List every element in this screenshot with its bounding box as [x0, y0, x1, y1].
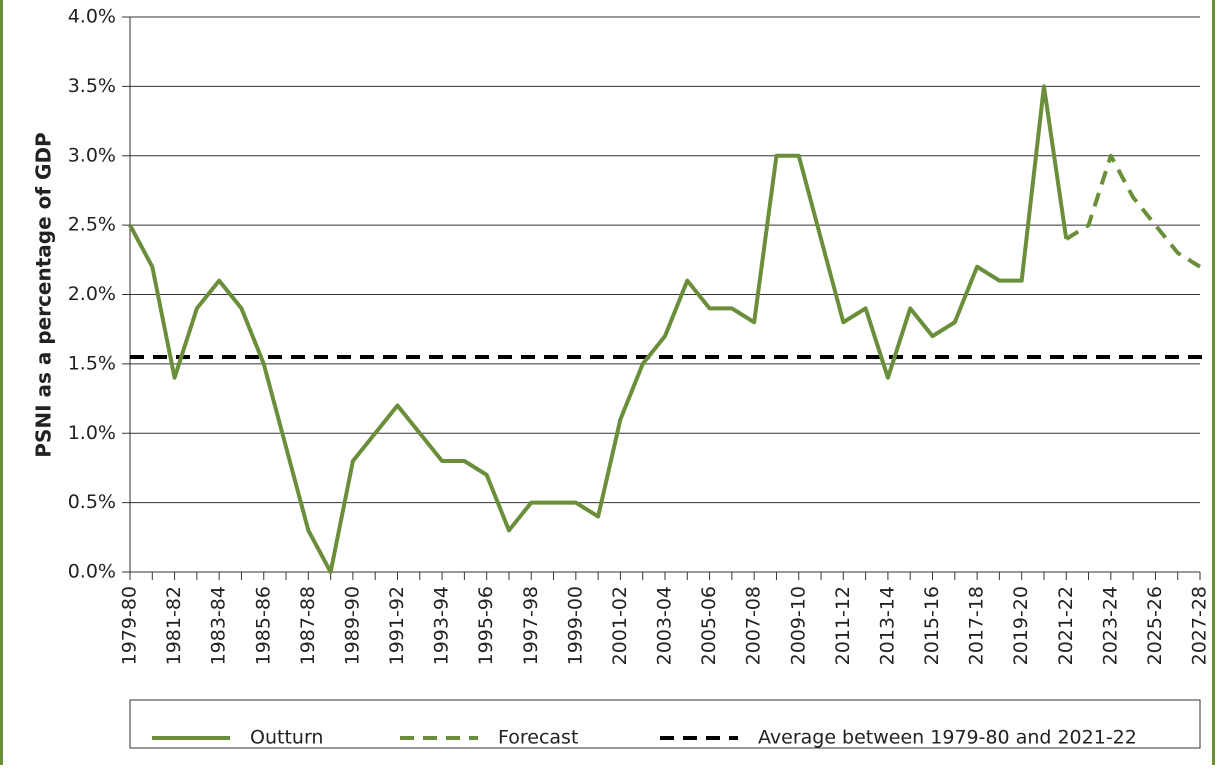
x-tick-label: 2005-06 — [698, 586, 720, 665]
x-tick-label: 2011-12 — [832, 586, 854, 665]
x-tick-label: 2019-20 — [1010, 586, 1032, 665]
y-tick-label: 3.0% — [68, 144, 116, 166]
y-tick-label: 0.0% — [68, 561, 116, 583]
y-tick-label: 2.5% — [68, 214, 116, 236]
x-tick-label: 1995-96 — [475, 586, 497, 665]
y-tick-label: 1.0% — [68, 422, 116, 444]
series-line — [1065, 153, 1202, 269]
x-tick-label: 2025-26 — [1144, 586, 1166, 665]
y-axis-title: PSNI as a percentage of GDP — [32, 132, 56, 457]
x-tick-label: 2007-08 — [743, 586, 765, 665]
y-tick-label: 2.0% — [68, 283, 116, 305]
x-tick-label: 1993-94 — [431, 586, 453, 665]
y-tick-label: 4.0% — [68, 6, 116, 28]
x-tick-label: 1981-82 — [163, 586, 185, 665]
x-tick-label: 2023-24 — [1099, 586, 1121, 665]
x-tick-label: 1989-90 — [341, 586, 363, 665]
x-tick-label: 1987-88 — [297, 586, 319, 665]
x-tick-label: 1985-86 — [252, 586, 274, 665]
x-tick-label: 2009-10 — [787, 586, 809, 665]
x-tick-label: 1997-98 — [520, 586, 542, 665]
x-tick-label: 1991-92 — [386, 586, 408, 665]
legend-box — [129, 699, 1201, 749]
legend-label: Forecast — [498, 727, 578, 749]
x-tick-label: 2013-14 — [876, 586, 898, 665]
x-tick-label: 2021-22 — [1055, 586, 1077, 665]
x-tick-label: 2015-16 — [921, 586, 943, 665]
legend-label: Outturn — [250, 727, 323, 749]
x-tick-label: 1983-84 — [208, 586, 230, 665]
series-line — [128, 84, 1069, 574]
y-tick-label: 0.5% — [68, 491, 116, 513]
x-tick-label: 1999-00 — [564, 586, 586, 665]
x-tick-label: 1979-80 — [119, 586, 141, 665]
x-tick-label: 2001-02 — [609, 586, 631, 665]
y-tick-label: 1.5% — [68, 352, 116, 374]
x-tick-label: 2003-04 — [654, 586, 676, 665]
x-tick-label: 2027-28 — [1189, 586, 1211, 665]
y-tick-label: 3.5% — [68, 75, 116, 97]
x-tick-label: 2017-18 — [966, 586, 988, 665]
legend-label: Average between 1979-80 and 2021-22 — [758, 727, 1137, 749]
